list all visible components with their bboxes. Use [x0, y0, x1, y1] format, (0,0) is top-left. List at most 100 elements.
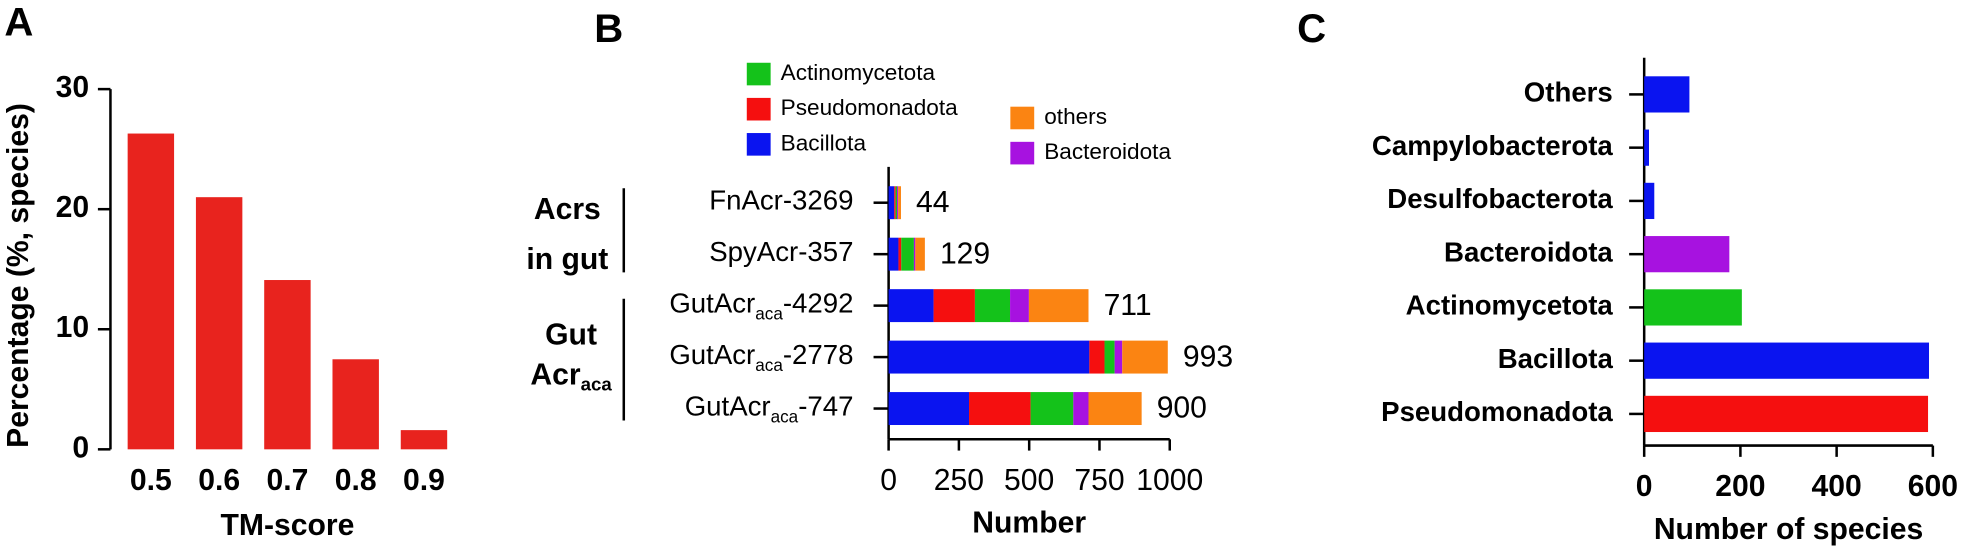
bar-segment: [897, 186, 899, 220]
y-tick-label-part: FnAcr-3269: [709, 185, 853, 216]
y-tick-label: GutAcraca-2778: [669, 339, 853, 374]
legend-label: Bacillota: [781, 130, 867, 155]
bar-segment: [888, 340, 1090, 374]
bar-segment: [888, 237, 899, 271]
legend-swatch: [746, 62, 771, 86]
y-tick-label-part: SpyAcr-357: [709, 236, 853, 267]
total-label: 129: [940, 237, 990, 270]
group-label: Gut: [545, 318, 597, 351]
y-tick-label: Bacillota: [1498, 343, 1614, 374]
x-tick-label: 1000: [1136, 464, 1203, 497]
bar: [1644, 289, 1742, 326]
total-label: 44: [916, 186, 950, 219]
group-label-part: Acrs: [534, 193, 601, 226]
bar: [1644, 236, 1730, 273]
bar-segment: [1028, 289, 1089, 323]
group-label-part: Gut: [545, 318, 597, 351]
y-tick-label-part: aca: [755, 355, 783, 374]
y-tick-label: 10: [56, 311, 89, 344]
bar-segment: [898, 237, 902, 271]
group-label: Acraca: [530, 358, 612, 394]
bar-segment: [1114, 340, 1123, 374]
legend-label: others: [1044, 104, 1107, 129]
x-tick-label: 0.6: [198, 464, 240, 497]
bar-segment: [1088, 392, 1142, 426]
x-axis-title: TM-score: [220, 509, 354, 542]
y-tick-label-part: -2778: [783, 339, 854, 370]
bar-segment: [1030, 392, 1074, 426]
group-label-part: aca: [581, 373, 613, 394]
bar-segment: [913, 237, 916, 271]
bar-segment: [1089, 340, 1105, 374]
bar-segment: [915, 237, 925, 271]
bar: [264, 280, 311, 450]
group-label: in gut: [526, 243, 608, 276]
panel-letter: C: [1297, 6, 1326, 51]
bar: [1644, 182, 1655, 220]
y-axis-title: Percentage (%, species): [2, 103, 35, 448]
y-tick-label: 0: [72, 431, 89, 464]
legend-swatch: [746, 133, 771, 156]
bar-segment: [901, 237, 914, 271]
legend-label: Pseudomonadota: [781, 95, 958, 120]
x-tick-label: 750: [1074, 464, 1124, 497]
legend-label: Bacteroidota: [1044, 139, 1171, 164]
bar-segment: [969, 392, 1031, 426]
legend-swatch: [746, 97, 771, 121]
bar-segment: [1122, 340, 1168, 374]
y-tick-label: 30: [56, 71, 89, 104]
group-label-part: Acr: [530, 358, 580, 391]
total-label: 711: [1104, 289, 1152, 322]
y-tick-label: GutAcraca-4292: [669, 288, 853, 323]
x-tick-label: 500: [1004, 464, 1054, 497]
bar-segment: [888, 186, 895, 220]
y-tick-label: Bacteroidota: [1444, 236, 1613, 267]
bar-segment: [974, 289, 1011, 323]
y-tick-label-part: aca: [755, 304, 783, 323]
bar-segment: [1104, 340, 1115, 374]
x-tick-label: 400: [1812, 470, 1862, 503]
y-tick-label: Pseudomonadota: [1381, 396, 1613, 427]
total-label: 900: [1157, 392, 1207, 425]
x-tick-label: 0.8: [335, 464, 377, 497]
bar-segment: [933, 289, 975, 323]
bar-segment: [1010, 289, 1029, 323]
bar-segment: [888, 392, 970, 426]
bar: [1644, 76, 1690, 113]
y-tick-label: GutAcraca-747: [685, 391, 854, 426]
bar: [1644, 129, 1649, 166]
bar: [1644, 395, 1929, 433]
y-tick-label: Actinomycetota: [1406, 290, 1614, 321]
bar: [127, 133, 175, 450]
bar-segment: [894, 186, 896, 220]
x-tick-label: 600: [1908, 470, 1958, 503]
y-tick-label: 20: [56, 191, 89, 224]
y-tick-label-part: GutAcr: [685, 391, 771, 422]
bar-segment: [895, 186, 898, 220]
x-axis-title: Number: [972, 507, 1086, 540]
group-label-part: in gut: [526, 243, 608, 276]
y-tick-label-part: aca: [771, 407, 799, 426]
y-tick-label: Others: [1524, 77, 1613, 108]
y-tick-label: Desulfobacterota: [1387, 183, 1613, 214]
x-tick-label: 0: [1636, 470, 1653, 503]
bar: [1644, 342, 1930, 379]
bar: [332, 359, 379, 450]
bar-segment: [888, 289, 934, 323]
legend-swatch: [1010, 106, 1035, 130]
bar: [195, 197, 243, 450]
legend-label: Actinomycetota: [781, 60, 936, 85]
y-tick-label: Campylobacterota: [1372, 130, 1614, 161]
x-tick-label: 200: [1715, 470, 1765, 503]
x-tick-label: 0: [880, 464, 897, 497]
panel-letter: A: [4, 0, 33, 45]
y-tick-label-part: -4292: [783, 288, 854, 319]
bar-segment: [898, 186, 901, 220]
y-tick-label: SpyAcr-357: [709, 236, 853, 267]
panel-letter: B: [594, 6, 623, 51]
y-tick-label-part: GutAcr: [669, 288, 755, 319]
total-label: 993: [1183, 340, 1233, 373]
x-axis-title: Number of species: [1654, 513, 1923, 546]
